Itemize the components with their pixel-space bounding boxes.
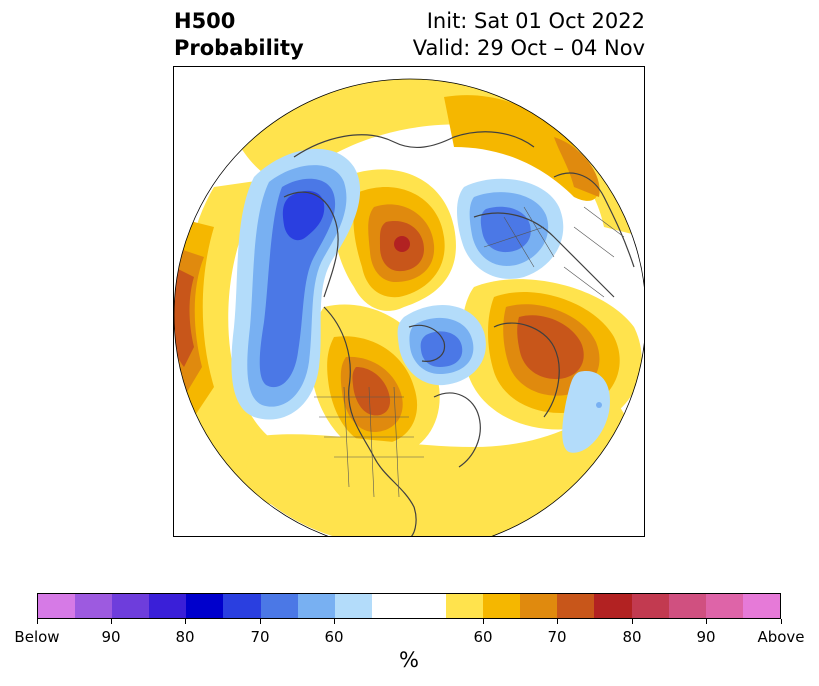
init-date: Init: Sat 01 Oct 2022 — [426, 9, 645, 33]
date-info: Init: Sat 01 Oct 2022 Valid: 29 Oct – 04… — [413, 8, 645, 62]
colorbar-segment — [668, 594, 706, 618]
colorbar-segment — [186, 594, 224, 618]
colorbar-tickmark — [706, 619, 707, 624]
colorbar-tick-label: 80 — [175, 628, 195, 646]
anomaly-yellow-west — [180, 177, 294, 507]
map-title: H500 Probability — [174, 8, 304, 62]
anomaly-orange-north — [554, 137, 600, 197]
colorbar-tickmark — [632, 619, 633, 624]
colorbar-segment — [594, 594, 632, 618]
colorbar-segment — [742, 594, 780, 618]
map-svg — [174, 78, 644, 536]
colorbar-segment — [520, 594, 558, 618]
colorbar-segment — [334, 594, 372, 618]
title-line-2: Probability — [174, 36, 304, 60]
colorbar-tickmark — [185, 619, 186, 624]
colorbar — [37, 593, 781, 619]
colorbar-segment — [446, 594, 484, 618]
colorbar-segment — [75, 594, 113, 618]
colorbar-tick-label: 90 — [696, 628, 716, 646]
anomaly-burnt-canada — [352, 367, 391, 416]
colorbar-tickmark — [37, 619, 38, 624]
borders — [314, 206, 625, 498]
anomaly-royal-west — [282, 190, 325, 241]
colorbar-segment — [408, 594, 447, 618]
colorbar-segment — [112, 594, 150, 618]
colorbar-segment — [557, 594, 595, 618]
colorbar-tickmark — [260, 619, 261, 624]
colorbar-tick-label: 90 — [101, 628, 121, 646]
colorbar-tick-label: Above — [757, 628, 805, 646]
colorbar-segment — [297, 594, 335, 618]
globe-outline — [174, 78, 644, 536]
colorbar-segment — [705, 594, 743, 618]
colorbar-tickmark — [781, 619, 782, 624]
colorbar-segment — [483, 594, 521, 618]
valid-range: Valid: 29 Oct – 04 Nov — [412, 36, 645, 60]
anomaly-blue-west — [259, 178, 336, 388]
colorbar-tickmark — [483, 619, 484, 624]
title-line-1: H500 — [174, 9, 236, 33]
coastlines — [283, 131, 635, 536]
anomaly-blue-atlantic — [420, 331, 463, 367]
colorbar-segment — [223, 594, 261, 618]
anomaly-burnt-east — [517, 315, 584, 380]
colorbar-tick-label: 80 — [622, 628, 642, 646]
colorbar-segment — [260, 594, 298, 618]
probability-map — [173, 66, 645, 537]
colorbar-tickmark — [334, 619, 335, 624]
colorbar-tick-label: 60 — [324, 628, 344, 646]
colorbar-tickmark — [557, 619, 558, 624]
colorbar-segment — [631, 594, 669, 618]
colorbar-tick-label: 60 — [473, 628, 493, 646]
colorbar-segment — [371, 594, 409, 618]
colorbar-tickmark — [111, 619, 112, 624]
colorbar-tick-label: Below — [14, 628, 60, 646]
anomaly-skyblue-south-east — [596, 402, 602, 408]
anomaly-lightblue-south-east — [562, 371, 610, 453]
colorbar-tick-label: 70 — [250, 628, 270, 646]
colorbar-segment — [38, 594, 76, 618]
anomaly-max-central — [394, 236, 410, 252]
colorbar-segment — [149, 594, 187, 618]
colorbar-unit: % — [399, 648, 419, 672]
colorbar-tick-label: 70 — [547, 628, 567, 646]
